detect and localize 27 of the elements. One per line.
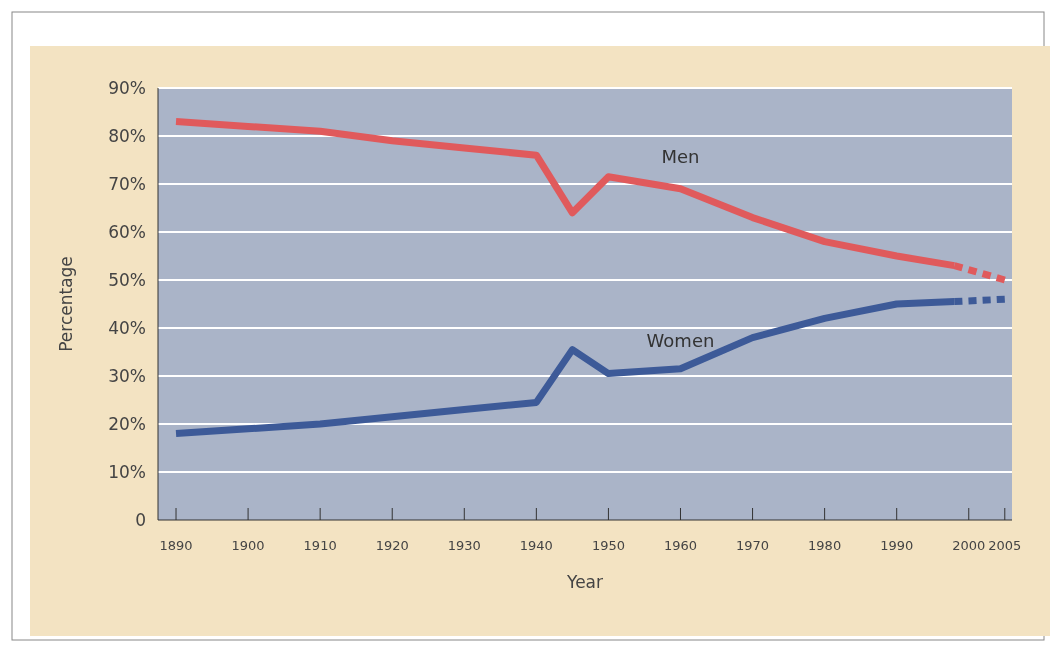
x-tick-label: 1990 — [880, 538, 914, 553]
x-tick-label: 1910 — [303, 538, 337, 553]
x-tick-label: 1930 — [447, 538, 481, 553]
y-tick-label: 40% — [108, 318, 146, 338]
x-tick-label: 1890 — [159, 538, 193, 553]
y-tick-label: 20% — [108, 414, 146, 434]
x-tick-label: 1900 — [231, 538, 265, 553]
x-tick-label: 1980 — [808, 538, 842, 553]
x-tick-label: 1960 — [663, 538, 698, 553]
y-tick-label: 10% — [108, 462, 146, 482]
y-tick-label: 80% — [108, 126, 146, 146]
x-axis-title: Year — [566, 572, 603, 592]
y-tick-label: 30% — [108, 366, 146, 386]
x-tick-label: 2000 — [952, 538, 986, 553]
y-tick-label: 0 — [135, 510, 146, 530]
y-tick-label: 60% — [108, 222, 146, 242]
series-label: Men — [661, 145, 700, 167]
y-tick-label: 50% — [108, 270, 146, 290]
x-tick-label: 2005 — [988, 538, 1022, 553]
x-tick-label: 1940 — [519, 538, 553, 553]
x-tick-label: 1950 — [591, 538, 625, 553]
x-tick-label: 1970 — [736, 538, 770, 553]
y-tick-label: 70% — [108, 174, 146, 194]
y-axis-title: Percentage — [56, 256, 76, 352]
y-tick-label: 90% — [108, 78, 146, 98]
x-tick-label: 1920 — [375, 538, 409, 553]
series-label: Women — [646, 329, 715, 351]
